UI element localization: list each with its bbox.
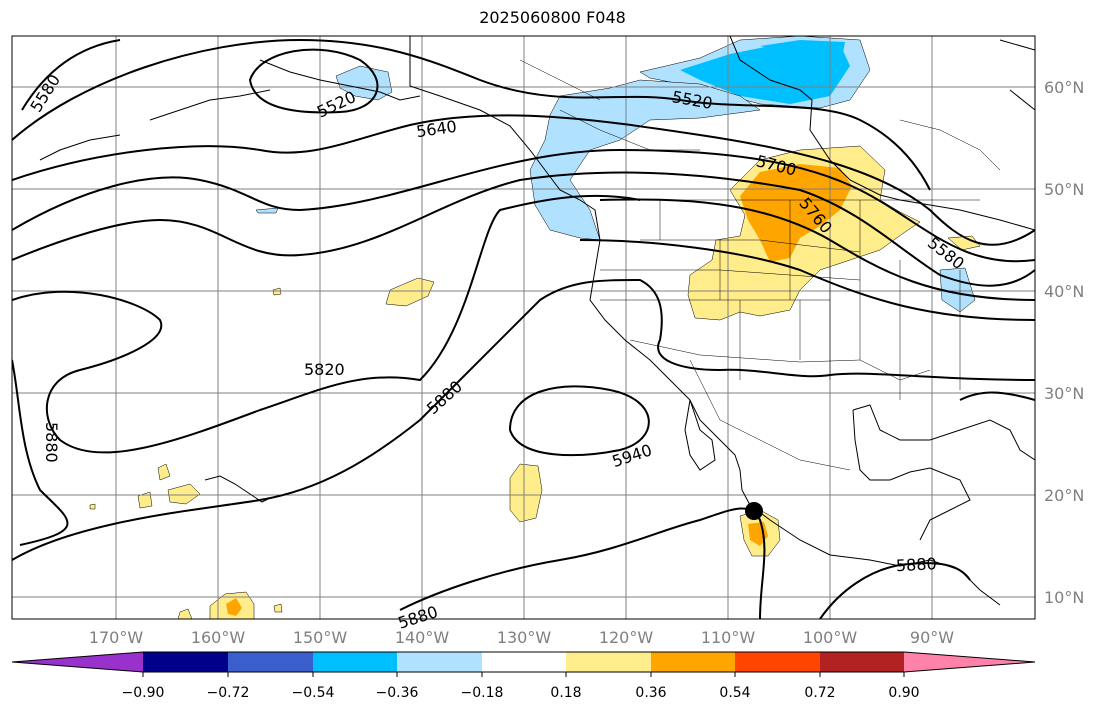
lat-label: 30°N bbox=[1044, 384, 1084, 403]
map-title: 2025060800 F048 bbox=[479, 8, 626, 27]
colorbar-segment bbox=[397, 652, 482, 672]
colorbar-segment bbox=[735, 652, 820, 672]
colorbar-tick-label: 0.90 bbox=[888, 685, 919, 701]
longitude-labels: 170°W 160°W 150°W 140°W 130°W 120°W 110°… bbox=[89, 628, 954, 647]
lon-label: 120°W bbox=[599, 628, 654, 647]
lon-label: 130°W bbox=[497, 628, 552, 647]
colorbar-segment bbox=[904, 652, 1035, 672]
lat-label: 60°N bbox=[1044, 78, 1084, 97]
lat-label: 40°N bbox=[1044, 282, 1084, 301]
colorbar-tick-label: 0.18 bbox=[550, 685, 581, 701]
colorbar-tick-label: 0.36 bbox=[635, 685, 666, 701]
graticule bbox=[12, 36, 1035, 619]
colorbar-tick-label: −0.72 bbox=[207, 685, 250, 701]
colorbar-tick-label: −0.36 bbox=[376, 685, 419, 701]
lon-label: 110°W bbox=[701, 628, 756, 647]
coastlines bbox=[39, 36, 1035, 606]
lat-label: 20°N bbox=[1044, 486, 1084, 505]
contour-label: 5820 bbox=[304, 360, 345, 379]
colorbar-segment bbox=[820, 652, 904, 672]
colorbar-tick-label: −0.54 bbox=[292, 685, 335, 701]
colorbar-segment bbox=[313, 652, 397, 672]
colorbar-tick-label: 0.72 bbox=[804, 685, 835, 701]
colorbar-segment bbox=[228, 652, 313, 672]
colorbar-segment bbox=[143, 652, 228, 672]
lon-label: 90°W bbox=[910, 628, 954, 647]
colorbar-segment bbox=[651, 652, 735, 672]
lon-label: 160°W bbox=[191, 628, 246, 647]
lon-label: 150°W bbox=[293, 628, 348, 647]
height-contours bbox=[12, 38, 1035, 619]
contour-label: 5880 bbox=[895, 554, 937, 575]
colorbar-tick-label: −0.90 bbox=[122, 685, 165, 701]
colorbar-segment bbox=[12, 652, 143, 672]
map-frame bbox=[11, 35, 1036, 620]
lon-label: 140°W bbox=[395, 628, 450, 647]
colorbar-segment bbox=[566, 652, 651, 672]
colorbar: −0.90 −0.72 −0.54 −0.36 −0.18 0.18 0.36 … bbox=[11, 651, 1036, 701]
lat-label: 10°N bbox=[1044, 588, 1084, 607]
lon-label: 100°W bbox=[803, 628, 858, 647]
colorbar-tick-label: 0.54 bbox=[719, 685, 750, 701]
colorbar-segment bbox=[482, 652, 566, 672]
location-marker bbox=[745, 502, 763, 520]
colorbar-tick-label: −0.18 bbox=[461, 685, 504, 701]
contour-label: 5880 bbox=[42, 422, 61, 463]
lon-label: 170°W bbox=[89, 628, 144, 647]
lat-label: 50°N bbox=[1044, 180, 1084, 199]
latitude-labels: 60°N 50°N 40°N 30°N 20°N 10°N bbox=[1044, 78, 1084, 607]
